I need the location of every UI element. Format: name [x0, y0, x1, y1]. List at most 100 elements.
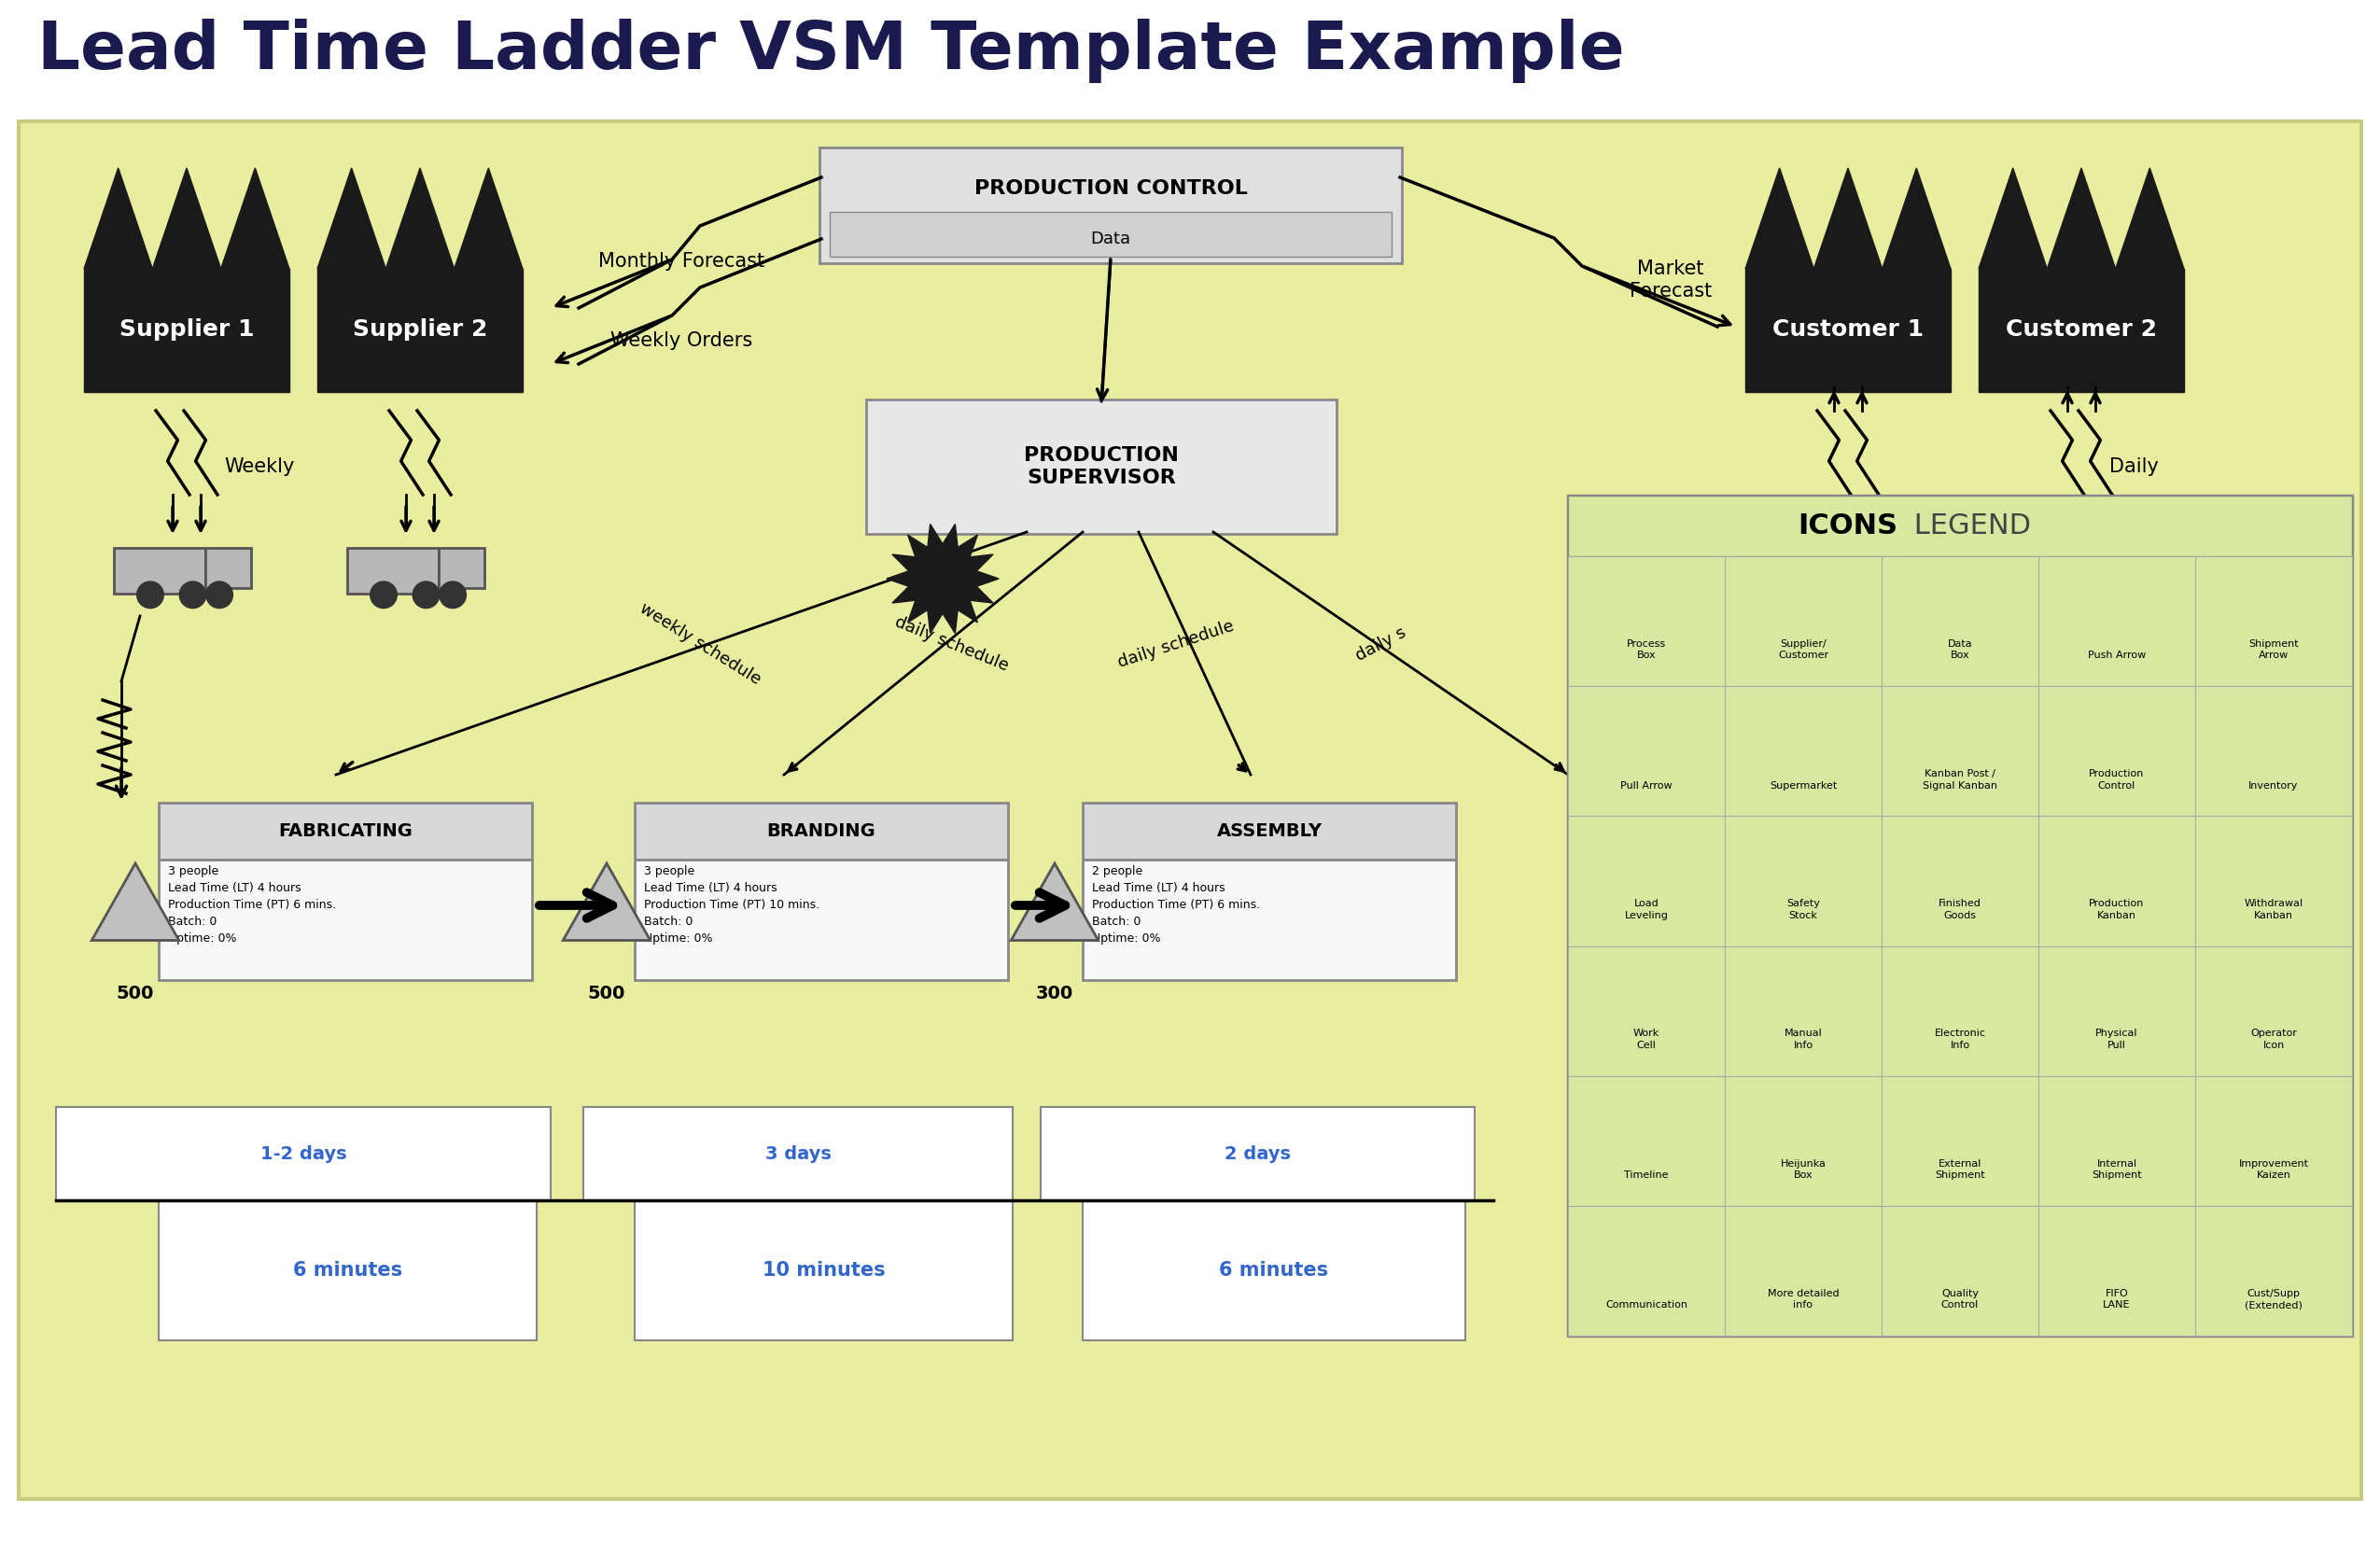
Polygon shape [221, 168, 290, 269]
Text: LEGEND: LEGEND [1904, 513, 2030, 540]
Polygon shape [888, 524, 1000, 633]
Text: PRODUCTION CONTROL: PRODUCTION CONTROL [973, 179, 1247, 197]
Text: Shipment
Arrow: Shipment Arrow [2249, 639, 2299, 661]
Text: daily schedule: daily schedule [892, 614, 1012, 675]
Text: 1-2 days: 1-2 days [259, 1144, 347, 1163]
Text: ICONS: ICONS [1797, 513, 1897, 540]
FancyBboxPatch shape [438, 547, 483, 588]
FancyBboxPatch shape [114, 547, 205, 594]
FancyBboxPatch shape [1083, 802, 1457, 860]
FancyBboxPatch shape [1883, 945, 2037, 1076]
FancyBboxPatch shape [1780, 547, 1871, 594]
Text: Market
Forecast: Market Forecast [1630, 260, 1711, 300]
Text: 3 days: 3 days [764, 1144, 831, 1163]
FancyBboxPatch shape [819, 148, 1402, 263]
FancyBboxPatch shape [1568, 1205, 1726, 1336]
Text: FIFO
LANE: FIFO LANE [2104, 1289, 2130, 1309]
Text: Withdrawal
Kanban: Withdrawal Kanban [2244, 899, 2304, 921]
Text: Data: Data [1090, 230, 1130, 247]
FancyBboxPatch shape [1883, 1205, 2037, 1336]
Circle shape [412, 582, 440, 608]
FancyBboxPatch shape [635, 860, 1009, 980]
Polygon shape [455, 168, 524, 269]
Polygon shape [1745, 168, 1814, 269]
FancyBboxPatch shape [1040, 1107, 1476, 1200]
Text: 6 minutes: 6 minutes [1219, 1261, 1328, 1280]
Text: Finished
Goods: Finished Goods [1940, 899, 1983, 921]
FancyBboxPatch shape [1568, 496, 2351, 557]
Polygon shape [1978, 269, 2185, 392]
Polygon shape [83, 269, 290, 392]
FancyBboxPatch shape [1883, 557, 2037, 686]
Circle shape [1804, 582, 1830, 608]
Polygon shape [152, 168, 221, 269]
Text: Cust/Supp
(Extended): Cust/Supp (Extended) [2244, 1289, 2301, 1309]
FancyBboxPatch shape [347, 547, 438, 594]
Text: Supplier 2: Supplier 2 [352, 319, 488, 341]
Circle shape [2078, 582, 2106, 608]
FancyBboxPatch shape [1568, 686, 1726, 816]
FancyBboxPatch shape [635, 1200, 1012, 1340]
FancyBboxPatch shape [1083, 860, 1457, 980]
Text: Physical
Pull: Physical Pull [2094, 1029, 2137, 1050]
FancyBboxPatch shape [1726, 945, 1883, 1076]
Polygon shape [93, 863, 178, 941]
FancyBboxPatch shape [2194, 1205, 2351, 1336]
Text: Manual
Info: Manual Info [1785, 1029, 1823, 1050]
Polygon shape [83, 168, 152, 269]
FancyBboxPatch shape [2037, 1205, 2194, 1336]
FancyBboxPatch shape [2013, 547, 2104, 594]
FancyBboxPatch shape [1726, 816, 1883, 945]
Polygon shape [317, 168, 386, 269]
FancyBboxPatch shape [1568, 1076, 1726, 1205]
Polygon shape [317, 269, 524, 392]
FancyBboxPatch shape [1568, 945, 1726, 1076]
Polygon shape [386, 168, 455, 269]
FancyBboxPatch shape [2194, 686, 2351, 816]
FancyBboxPatch shape [1726, 686, 1883, 816]
FancyBboxPatch shape [159, 860, 533, 980]
FancyBboxPatch shape [2194, 557, 2351, 686]
Text: Customer 2: Customer 2 [2006, 319, 2156, 341]
Circle shape [371, 582, 397, 608]
Text: Improvement
Kaizen: Improvement Kaizen [2240, 1158, 2309, 1180]
Text: Monthly Forecast: Monthly Forecast [597, 252, 764, 271]
FancyBboxPatch shape [159, 802, 533, 860]
FancyBboxPatch shape [1726, 1205, 1883, 1336]
Text: Supermarket: Supermarket [1768, 781, 1837, 790]
Polygon shape [1883, 168, 1952, 269]
Text: Communication: Communication [1606, 1300, 1687, 1309]
Text: 300: 300 [1035, 984, 1073, 1003]
FancyBboxPatch shape [1083, 1200, 1466, 1340]
Text: Inventory: Inventory [2249, 781, 2299, 790]
Text: Load
Leveling: Load Leveling [1626, 899, 1668, 921]
Text: Electronic
Info: Electronic Info [1935, 1029, 1985, 1050]
FancyBboxPatch shape [583, 1107, 1012, 1200]
FancyBboxPatch shape [2037, 945, 2194, 1076]
FancyBboxPatch shape [1871, 547, 1916, 588]
Text: Production
Control: Production Control [2090, 770, 2144, 790]
Polygon shape [1745, 269, 1952, 392]
FancyBboxPatch shape [1883, 816, 2037, 945]
FancyBboxPatch shape [1568, 496, 2351, 1336]
FancyBboxPatch shape [866, 400, 1338, 533]
Text: Kanban Post /
Signal Kanban: Kanban Post / Signal Kanban [1923, 770, 1997, 790]
FancyBboxPatch shape [1568, 816, 1726, 945]
Text: 2 people
Lead Time (LT) 4 hours
Production Time (PT) 6 mins.
Batch: 0
Uptime: 0%: 2 people Lead Time (LT) 4 hours Producti… [1092, 866, 1259, 945]
Text: Push Arrow: Push Arrow [2087, 652, 2147, 661]
Text: weekly schedule: weekly schedule [635, 600, 764, 689]
FancyBboxPatch shape [2037, 557, 2194, 686]
Circle shape [2106, 582, 2132, 608]
Text: Lead Time Ladder VSM Template Example: Lead Time Ladder VSM Template Example [38, 19, 1626, 82]
FancyBboxPatch shape [1726, 1076, 1883, 1205]
FancyBboxPatch shape [2194, 945, 2351, 1076]
FancyBboxPatch shape [2194, 1076, 2351, 1205]
Text: External
Shipment: External Shipment [1935, 1158, 1985, 1180]
Text: More detailed
info: More detailed info [1768, 1289, 1840, 1309]
Text: ASSEMBLY: ASSEMBLY [1216, 823, 1323, 840]
Text: daily schedule: daily schedule [1116, 617, 1235, 670]
Text: Safety
Stock: Safety Stock [1787, 899, 1821, 921]
Text: 2 days: 2 days [1226, 1144, 1292, 1163]
FancyBboxPatch shape [2037, 686, 2194, 816]
Polygon shape [1012, 863, 1097, 941]
